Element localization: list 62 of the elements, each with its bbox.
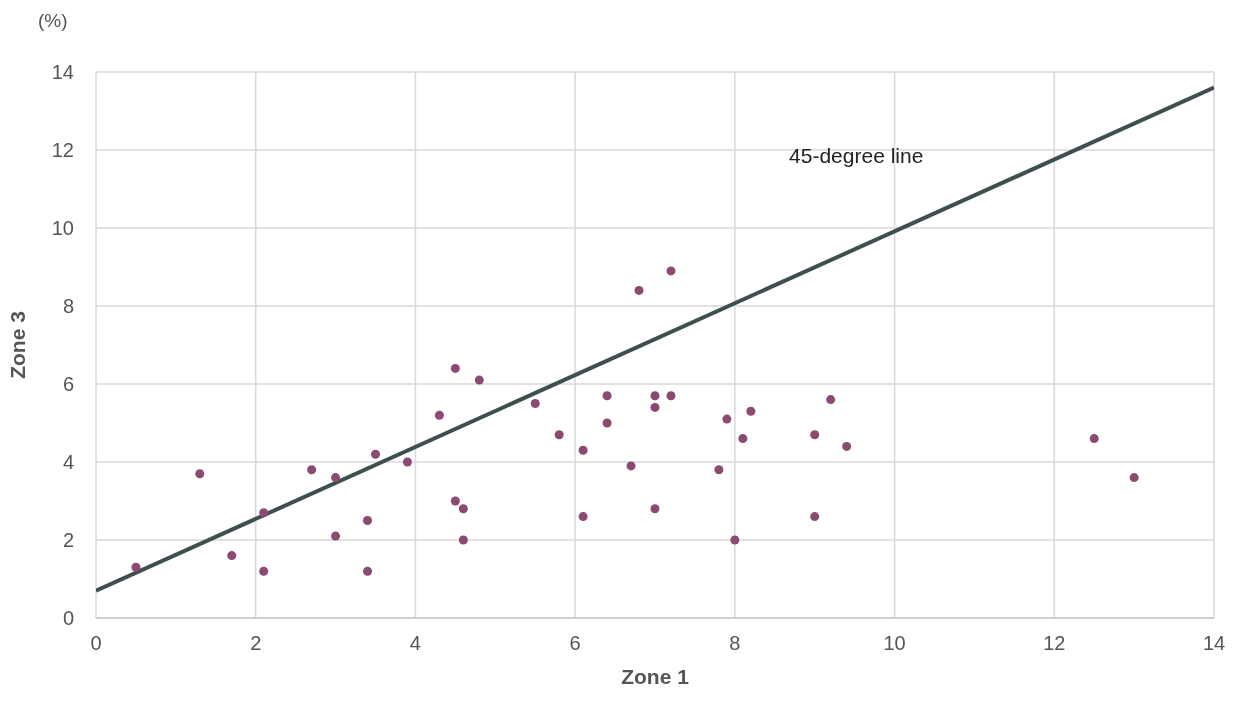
x-tick-label: 12 <box>1043 632 1066 655</box>
point <box>602 418 612 428</box>
point <box>331 531 341 541</box>
point <box>730 535 740 545</box>
x-tick-label: 8 <box>729 632 741 655</box>
y-tick-label: 4 <box>62 451 74 474</box>
y-tick-label: 12 <box>51 139 74 162</box>
point <box>259 508 269 518</box>
point <box>826 395 836 405</box>
x-tick-label: 2 <box>250 632 262 655</box>
point <box>458 504 468 514</box>
y-axis-title: Zone 3 <box>6 311 30 379</box>
point <box>530 398 540 409</box>
point <box>195 469 205 479</box>
point <box>363 515 373 526</box>
x-tick-label: 4 <box>409 632 421 655</box>
point <box>402 457 412 467</box>
y-tick-label: 10 <box>51 217 74 240</box>
point <box>842 441 852 451</box>
point <box>458 535 468 545</box>
point <box>666 391 676 401</box>
point <box>363 566 373 576</box>
text: (%) <box>38 10 68 32</box>
point <box>578 512 588 522</box>
y-tick-label: 6 <box>62 373 74 396</box>
point <box>650 391 660 401</box>
x-tick-label: 10 <box>883 632 906 655</box>
point <box>650 402 660 412</box>
point <box>331 473 341 483</box>
text: 45-degree line <box>789 144 924 168</box>
x-tick-label: 14 <box>1202 632 1226 655</box>
point <box>370 449 381 459</box>
point <box>634 285 644 295</box>
point <box>474 375 484 385</box>
point <box>746 406 756 416</box>
point <box>626 461 636 471</box>
point <box>738 434 748 444</box>
point <box>450 363 460 373</box>
point <box>578 445 588 455</box>
point <box>714 465 724 475</box>
point <box>666 266 676 276</box>
point <box>722 414 732 424</box>
point <box>131 562 141 572</box>
y-tick-label: 0 <box>62 607 74 630</box>
point <box>810 430 820 440</box>
point <box>554 430 564 440</box>
point <box>650 504 660 514</box>
point <box>450 496 460 506</box>
y-tick-label: 14 <box>51 61 74 84</box>
point <box>227 551 237 561</box>
point <box>1089 434 1099 444</box>
y-tick-label: 2 <box>62 529 74 552</box>
point <box>307 465 317 475</box>
point <box>810 512 820 522</box>
point <box>259 566 269 576</box>
point <box>1129 473 1139 483</box>
x-tick-label: 6 <box>569 632 581 655</box>
point <box>602 391 612 401</box>
point <box>434 410 444 420</box>
y-tick-label: 8 <box>62 295 74 318</box>
x-tick-label: 0 <box>90 632 102 655</box>
x-axis-title: Zone 1 <box>621 665 690 688</box>
